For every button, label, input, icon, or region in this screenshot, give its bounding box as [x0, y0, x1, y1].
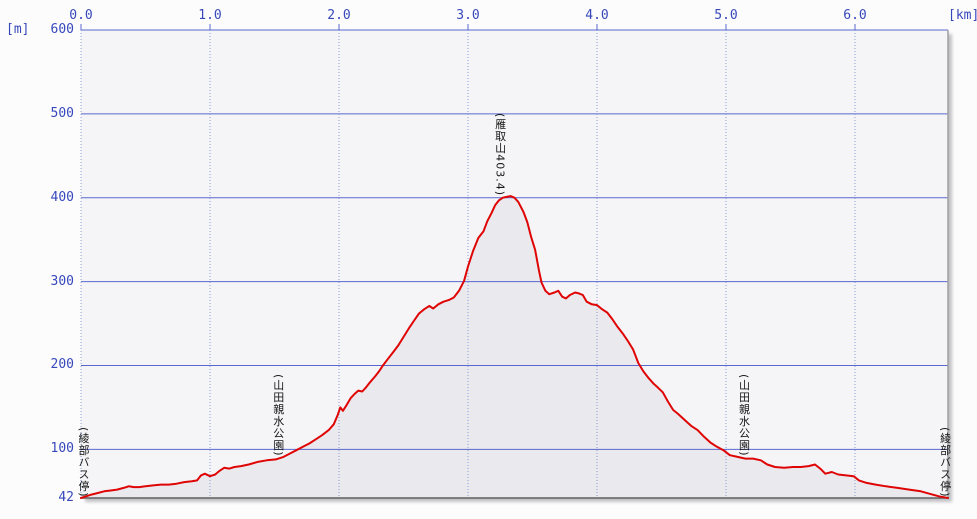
- waypoint-label-3: (山田親水公園): [737, 373, 751, 457]
- x-tick-label-5.0: 5.0: [714, 8, 738, 23]
- x-tick-label-2.0: 2.0: [327, 8, 351, 23]
- y-tick-label-400: 400: [50, 189, 74, 205]
- elevation-line: [80, 195, 949, 499]
- elevation-area-fill: [81, 196, 948, 498]
- x-tick-label-4.0: 4.0: [585, 8, 609, 23]
- x-tick-label-1.0: 1.0: [198, 8, 222, 23]
- y-min-label: 42: [58, 490, 74, 505]
- y-tick-label-600: 600: [50, 22, 74, 37]
- y-tick-label-500: 500: [50, 105, 74, 121]
- x-tick-label-6.0: 6.0: [843, 8, 867, 23]
- waypoint-label-1: (山田親水公園): [271, 373, 285, 457]
- waypoint-label-0: (綾部バス停): [76, 427, 90, 498]
- y-tick-label-200: 200: [50, 357, 74, 373]
- y-axis-unit-label: [m]: [6, 22, 30, 37]
- x-tick-label-0.0: 0.0: [69, 8, 93, 23]
- x-axis-unit-label: [km]: [948, 8, 977, 23]
- waypoint-label-2: (雁取山403.4): [493, 113, 507, 197]
- x-tick-label-3.0: 3.0: [456, 8, 480, 23]
- y-tick-label-100: 100: [50, 441, 74, 457]
- y-tick-label-300: 300: [50, 273, 74, 289]
- waypoint-label-4: (綾部バス停): [938, 427, 952, 498]
